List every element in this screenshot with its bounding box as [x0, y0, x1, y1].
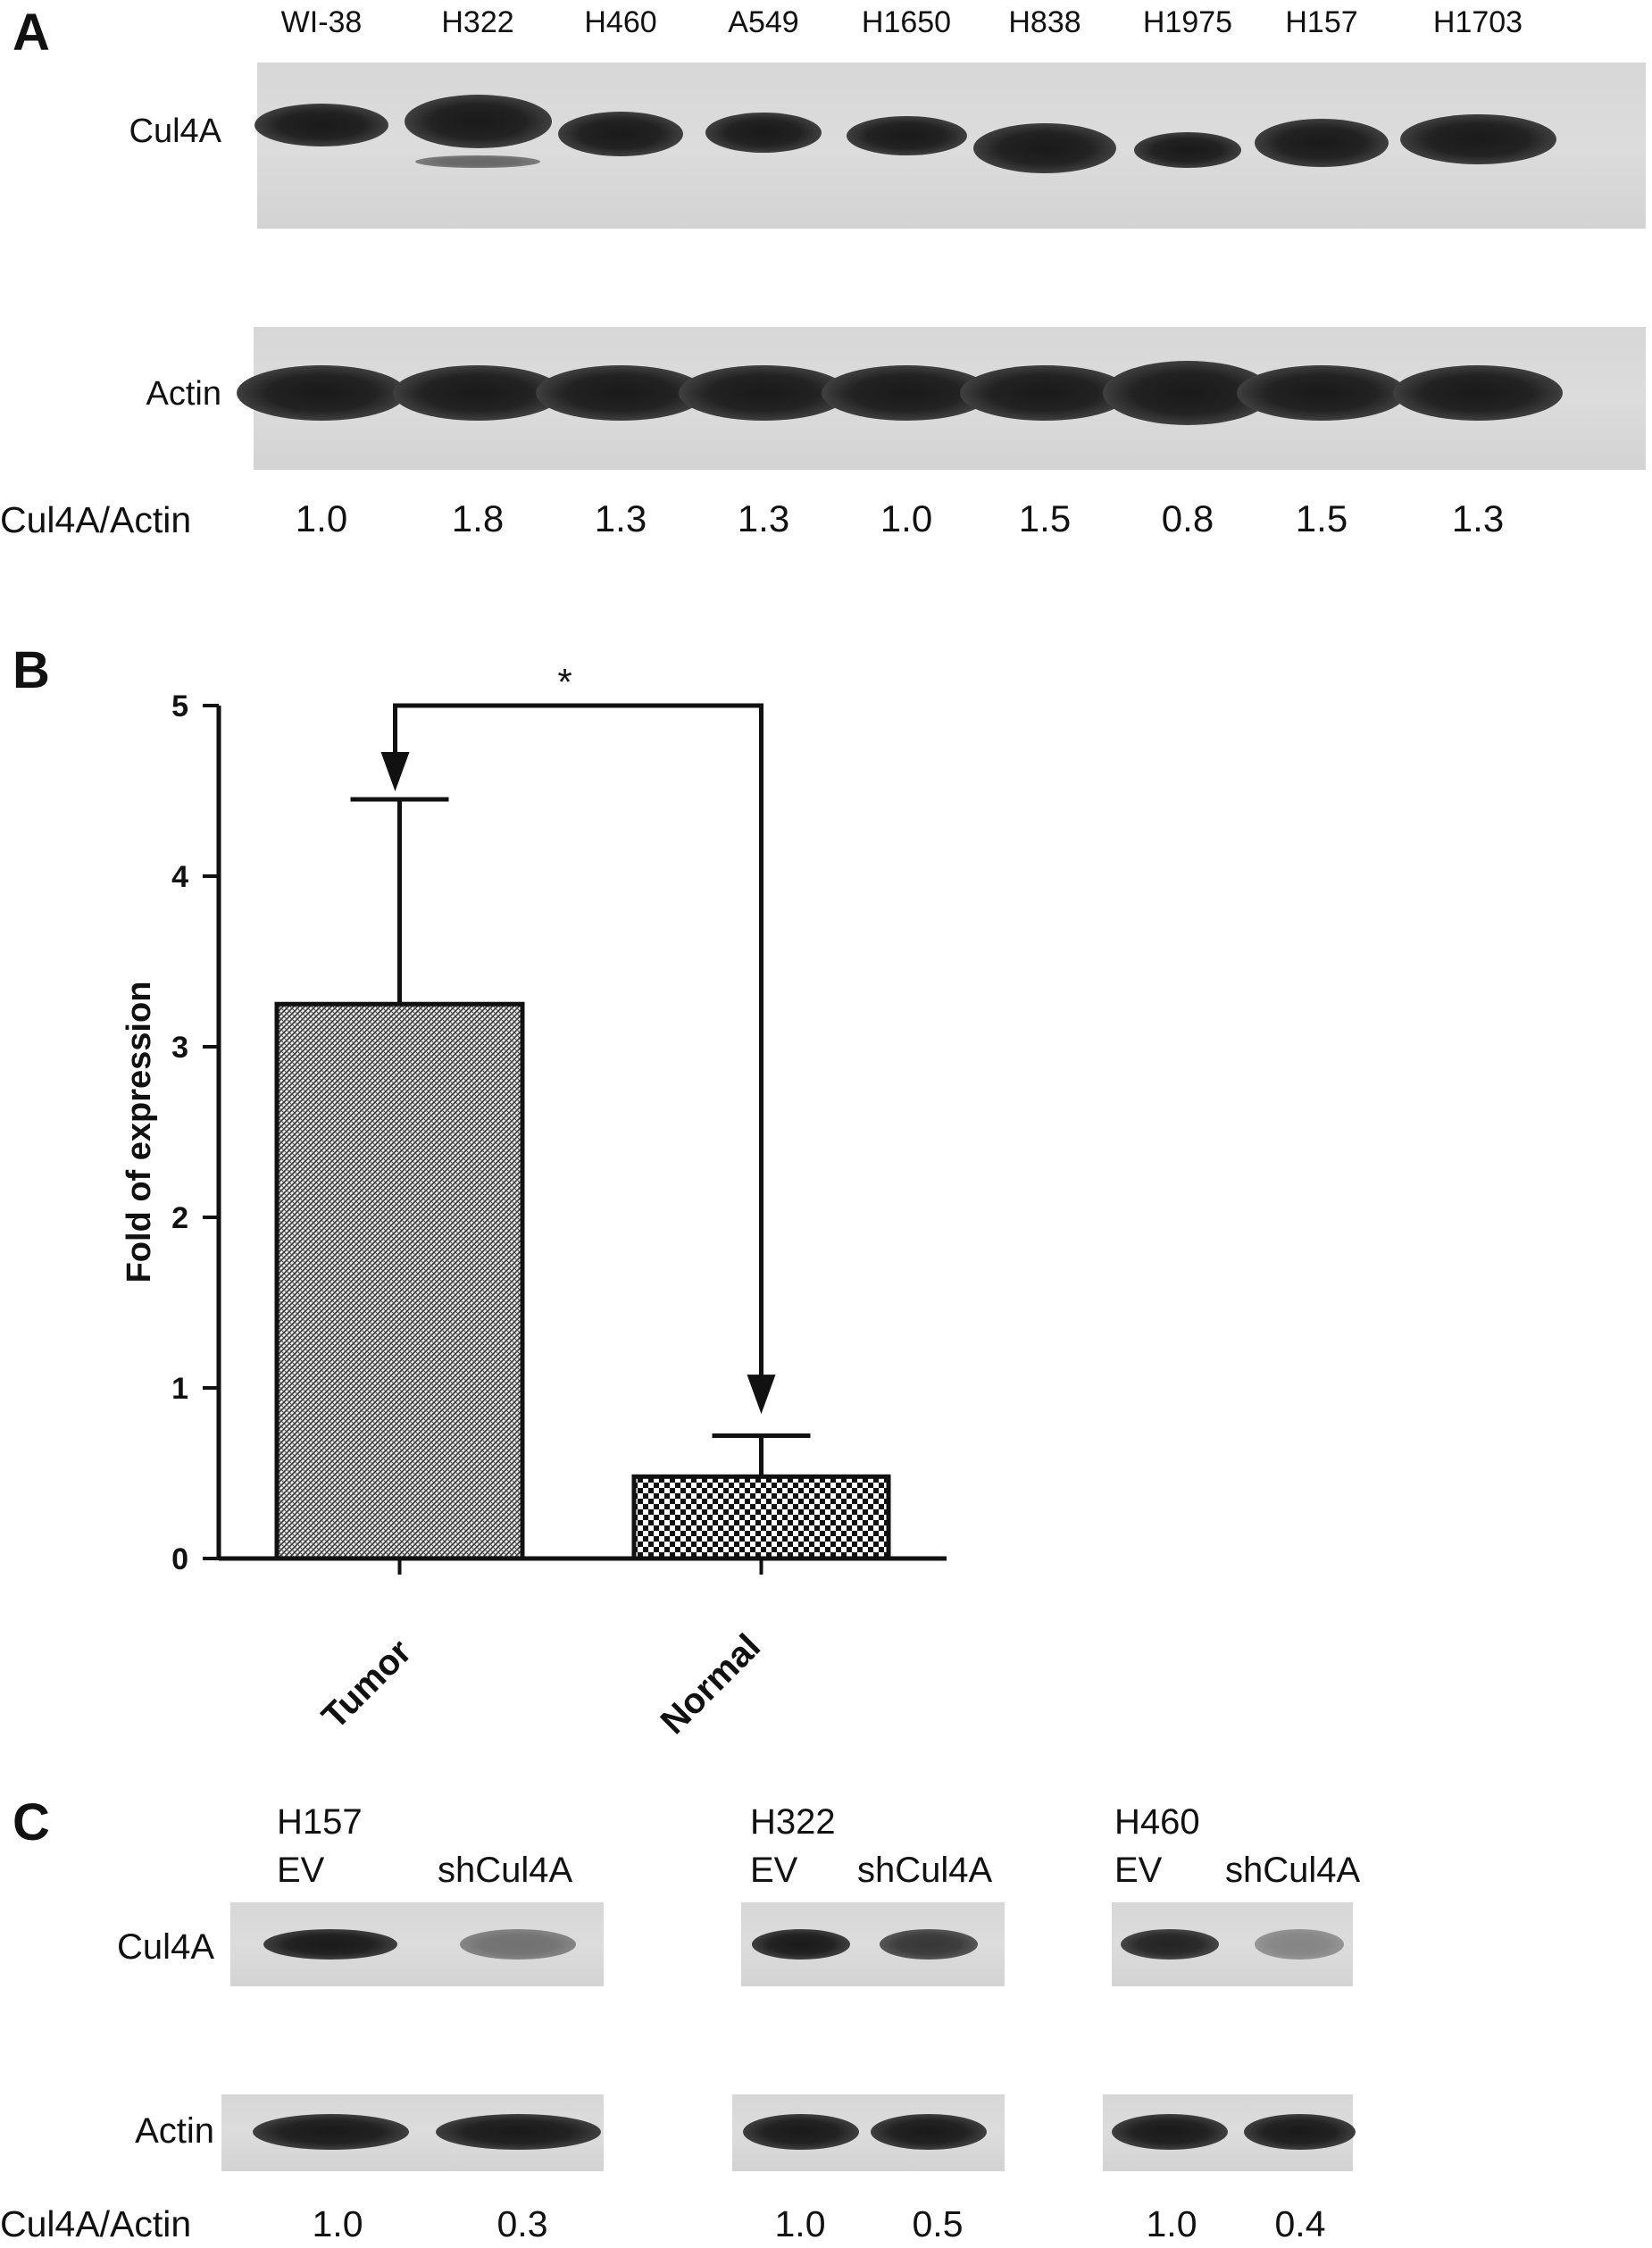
cul4a-band-h157-shcul4a [460, 1929, 576, 1960]
ratio-h157-shcul4a: 0.3 [496, 2203, 548, 2244]
ratio-h838: 1.5 [1018, 497, 1072, 539]
group-h322-lane-shcul4a: shCul4A [857, 1851, 993, 1890]
y-tick-label-0: 0 [171, 1542, 188, 1576]
y-tick-label-4: 4 [171, 860, 188, 894]
actin-band-h157-shcul4a [435, 2114, 601, 2150]
group-h460-actin-blot [1103, 2094, 1356, 2171]
actin-band-h460-shcul4a [1243, 2114, 1356, 2150]
actin-band-h322-ev [743, 2114, 859, 2150]
ratio-h1703: 1.3 [1451, 497, 1505, 539]
cul4a-band-h838 [973, 123, 1116, 173]
lane-label-h157: H157 [1285, 5, 1358, 39]
panel-a-actin-blot [237, 327, 1646, 470]
lane-label-h460: H460 [584, 5, 657, 39]
ratio-h157: 1.5 [1295, 497, 1348, 539]
group-h460-cul4a-blot [1112, 1902, 1353, 1986]
y-tick-label-3: 3 [171, 1031, 188, 1065]
cul4a-band-wi-38 [254, 104, 388, 146]
cul4a-band-h1703 [1399, 114, 1556, 164]
bar-normal [631, 1474, 891, 1561]
panel-a-letter: A [13, 4, 50, 62]
cul4a-band-h460 [558, 112, 683, 156]
panel-c-letter: C [13, 1793, 50, 1851]
cul4a-band-h322-shcul4a [880, 1929, 978, 1960]
ratio-wi-38: 1.0 [295, 497, 348, 539]
actin-band-h460-ev [1112, 2114, 1228, 2150]
actin-band-h838 [960, 365, 1130, 421]
ratio-h322-shcul4a: 0.5 [912, 2203, 964, 2244]
group-h157-lane-ev: EV [277, 1851, 325, 1890]
panel-a-cul4a-blot [254, 63, 1646, 229]
ratio-h157-ev: 1.0 [312, 2203, 363, 2244]
y-tick-label-5: 5 [171, 689, 188, 723]
cul4a-band-h460-shcul4a [1255, 1929, 1344, 1960]
actin-band-h157 [1237, 365, 1406, 421]
bar-tumor [274, 1001, 525, 1561]
actin-band-h460 [536, 365, 705, 421]
cul4a-band-h322-lower [415, 155, 540, 168]
ratio-h1650: 1.0 [880, 497, 933, 539]
x-tick-label-tumor: Tumor [314, 1632, 419, 1736]
cul4a-band-h1650 [846, 116, 967, 155]
group-h157-lane-shcul4a: shCul4A [438, 1851, 573, 1890]
ratio-h322-ev: 1.0 [774, 2203, 826, 2244]
group-h157-cul4a-blot [230, 1902, 604, 1986]
ratio-a549: 1.3 [737, 497, 790, 539]
cul4a-band-h322-ev [752, 1929, 850, 1960]
lane-label-h322: H322 [441, 5, 514, 39]
x-tick-label-normal: Normal [654, 1627, 769, 1742]
y-axis-label: Fold of expression [121, 982, 158, 1283]
panel-b-bars: Tumor Normal [274, 797, 891, 1742]
arrowhead-tumor [380, 751, 410, 791]
group-h322-actin-blot [732, 2094, 1005, 2171]
cul4a-band-a549 [705, 112, 822, 153]
group-h460-lane-shcul4a: shCul4A [1225, 1851, 1361, 1890]
group-h157-actin-blot [221, 2094, 604, 2171]
arrowhead-normal [747, 1375, 776, 1415]
cul4a-band-h460-ev [1121, 1929, 1219, 1960]
y-tick-label-2: 2 [171, 1201, 188, 1235]
lane-label-a549: A549 [728, 5, 799, 39]
y-tick-label-1: 1 [171, 1372, 188, 1406]
panel-b-axes: 0 1 2 3 4 5 Fold of expression [121, 689, 947, 1576]
panel-a-ratio-label: Cul4A/Actin [0, 499, 192, 540]
cul4a-band-h157-ev [263, 1929, 397, 1960]
cul4a-band-h1975 [1134, 132, 1241, 168]
lane-label-h838: H838 [1008, 5, 1081, 39]
group-h460-lane-ev: EV [1114, 1851, 1163, 1890]
ratio-h460-ev: 1.0 [1146, 2203, 1197, 2244]
group-h322-lane-ev: EV [750, 1851, 798, 1890]
panel-b-significance-arrow: * [380, 661, 776, 1415]
ratio-h1975: 0.8 [1161, 497, 1214, 539]
panel-c-actin-row-label: Actin [135, 2111, 214, 2151]
actin-band-a549 [679, 365, 848, 421]
group-cell-line-h322: H322 [750, 1802, 836, 1842]
lane-label-h1975: H1975 [1142, 5, 1233, 39]
ratio-h460-shcul4a: 0.4 [1274, 2203, 1326, 2244]
lane-label-h1650: H1650 [861, 5, 952, 39]
panel-c-ratio-label: Cul4A/Actin [0, 2203, 192, 2244]
cul4a-band-h322 [404, 95, 552, 148]
significance-asterisk: * [557, 661, 572, 703]
actin-band-wi-38 [237, 365, 406, 421]
group-h322-cul4a-blot [741, 1902, 1005, 1986]
group-cell-line-h460: H460 [1114, 1802, 1200, 1842]
actin-band-h322-shcul4a [871, 2114, 987, 2150]
lane-label-h1703: H1703 [1432, 5, 1523, 39]
lane-label-wi-38: WI-38 [280, 5, 363, 39]
ratio-h322: 1.8 [451, 497, 505, 539]
cul4a-band-h157 [1255, 119, 1389, 167]
ratio-h460: 1.3 [594, 497, 647, 539]
actin-band-h322 [393, 365, 563, 421]
panel-b-letter: B [13, 641, 50, 699]
panel-a-actin-row-label: Actin [146, 375, 221, 413]
significance-bracket [393, 703, 763, 1379]
panel-c-cul4a-row-label: Cul4A [117, 1927, 214, 1967]
panel-b-bar-chart: 0 1 2 3 4 5 Fold of expression Tumor Normal * [121, 661, 947, 1742]
actin-band-h157-ev [252, 2114, 409, 2150]
panel-a-cul4a-row-label: Cul4A [129, 113, 222, 150]
group-cell-line-h157: H157 [277, 1802, 363, 1842]
actin-band-h1703 [1393, 365, 1563, 421]
